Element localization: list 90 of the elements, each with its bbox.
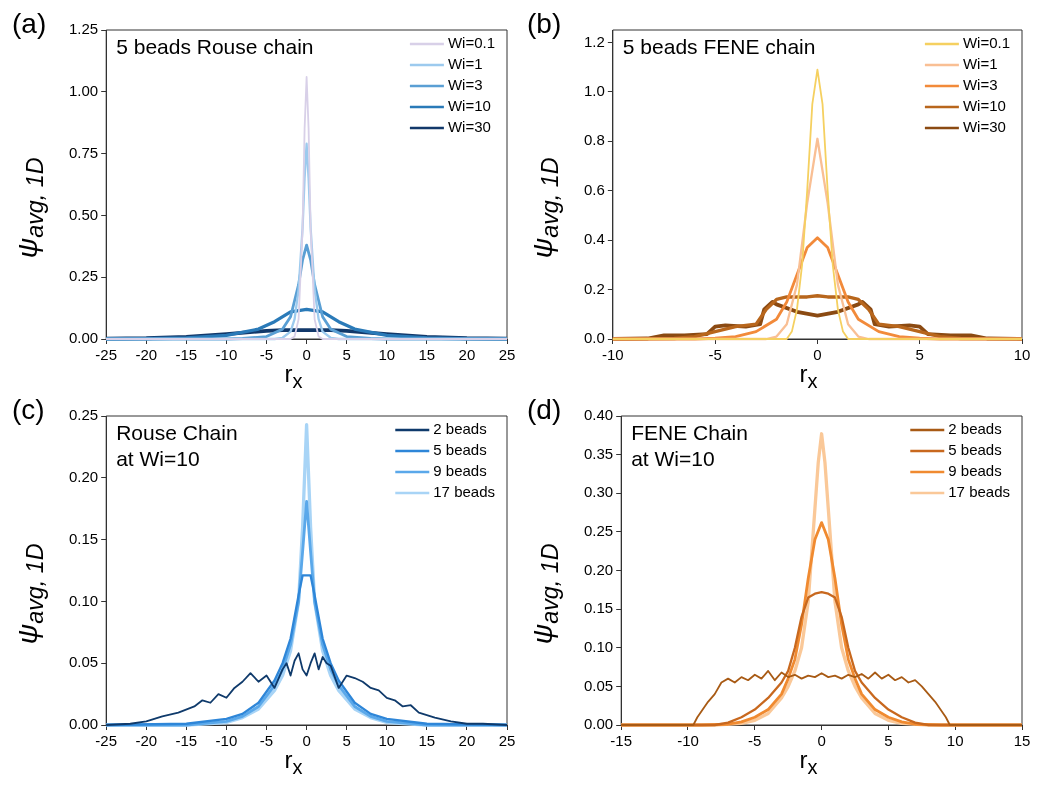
x-tick-label: 15 [1013,732,1031,750]
x-tick-label: -10 [215,346,238,364]
x-tick-label: 10 [378,732,396,750]
x-tick-label: 20 [458,346,476,364]
x-tick-label: -15 [175,346,198,364]
y-tick-label: 0.25 [583,522,614,540]
legend-label: Wi=30 [447,118,491,136]
y-tick-label: 0.15 [583,599,614,617]
y-tick-label: 0.25 [68,406,99,424]
y-tick-label: 0.2 [583,279,605,297]
y-tick-label: 0.40 [583,406,614,424]
annotation: 5 beads FENE chain [622,35,816,59]
x-tick-label: 25 [498,346,516,364]
annotation: FENE Chain at Wi=10 [631,421,748,471]
x-tick-label: -5 [259,346,274,364]
y-tick-label: 0.00 [68,329,99,347]
y-tick-label: 1.25 [68,20,99,38]
legend-label: Wi=30 [962,118,1006,136]
legend-label: 9 beads [948,462,1002,480]
y-tick-label: 0.10 [68,591,99,609]
y-tick-label: 0.20 [68,467,99,485]
x-tick-label: 10 [1013,346,1031,364]
y-tick-label: 0.05 [583,676,614,694]
x-tick-label: -5 [748,732,762,750]
legend-label: 9 beads [433,462,487,480]
legend-label: Wi=3 [962,76,998,94]
legend-label: 2 beads [433,420,487,438]
x-tick-label: -15 [610,732,633,750]
x-tick-label: 0 [302,346,311,364]
y-tick-label: 0.75 [68,143,99,161]
x-tick-label: 5 [915,346,924,364]
legend-label: 17 beads [433,483,496,501]
x-axis-title: r$_{x}$ [284,360,303,392]
x-tick-label: -10 [215,732,238,750]
x-tick-label: -20 [135,346,158,364]
y-tick-label: 0.50 [68,205,99,223]
legend-label: 5 beads [948,441,1002,459]
legend-label: Wi=0.1 [447,34,496,52]
x-axis-title: r$_{x}$ [799,746,818,778]
legend-label: Wi=1 [962,55,998,73]
x-tick-label: 5 [342,732,351,750]
y-tick-label: 0.35 [583,444,614,462]
chart-title: (a) [12,8,47,40]
legend-label: Wi=3 [447,76,483,94]
y-tick-label: 0.10 [583,637,614,655]
x-tick-label: 10 [946,732,964,750]
x-tick-label: 25 [498,732,516,750]
x-tick-label: 0 [817,732,826,750]
legend-label: 5 beads [433,441,487,459]
x-tick-label: -10 [602,346,624,364]
legend-label: Wi=0.1 [962,34,1011,52]
y-tick-label: 0.20 [583,560,614,578]
y-tick-label: 0.8 [583,131,605,149]
x-tick-label: 15 [418,346,436,364]
x-tick-label: -15 [175,732,198,750]
x-tick-label: -20 [135,732,158,750]
annotation: Rouse Chain at Wi=10 [116,421,238,471]
y-tick-label: 0.25 [68,267,99,285]
x-tick-label: 15 [418,732,436,750]
annotation: 5 beads Rouse chain [116,35,314,59]
y-tick-label: 1.0 [583,81,605,99]
x-tick-label: 10 [378,346,396,364]
x-tick-label: 0 [302,732,311,750]
y-tick-label: 1.2 [583,32,605,50]
y-tick-label: 1.00 [68,81,99,99]
x-tick-label: 5 [884,732,893,750]
legend-label: Wi=10 [447,97,491,115]
chart-title: (c) [12,394,45,426]
y-tick-label: 0.4 [583,230,605,248]
y-tick-label: 0.15 [68,529,99,547]
y-tick-label: 0.6 [583,180,605,198]
chart-title: (d) [527,394,562,426]
y-tick-label: 0.30 [583,483,614,501]
x-tick-label: -25 [95,346,118,364]
x-tick-label: -25 [95,732,118,750]
legend-label: 17 beads [948,483,1011,501]
legend-label: Wi=10 [962,97,1006,115]
chart-title: (b) [527,8,562,40]
legend-label: Wi=1 [447,55,483,73]
y-tick-label: 0.05 [68,653,99,671]
x-tick-label: 5 [342,346,351,364]
y-tick-label: 0.00 [68,715,99,733]
x-tick-label: -10 [677,732,699,750]
y-tick-label: 0.00 [583,715,614,733]
legend-label: 2 beads [948,420,1002,438]
x-tick-label: -5 [708,346,722,364]
x-axis-title: r$_{x}$ [284,746,303,778]
x-tick-label: 20 [458,732,476,750]
x-tick-label: -5 [259,732,274,750]
y-tick-label: 0.0 [583,329,605,347]
